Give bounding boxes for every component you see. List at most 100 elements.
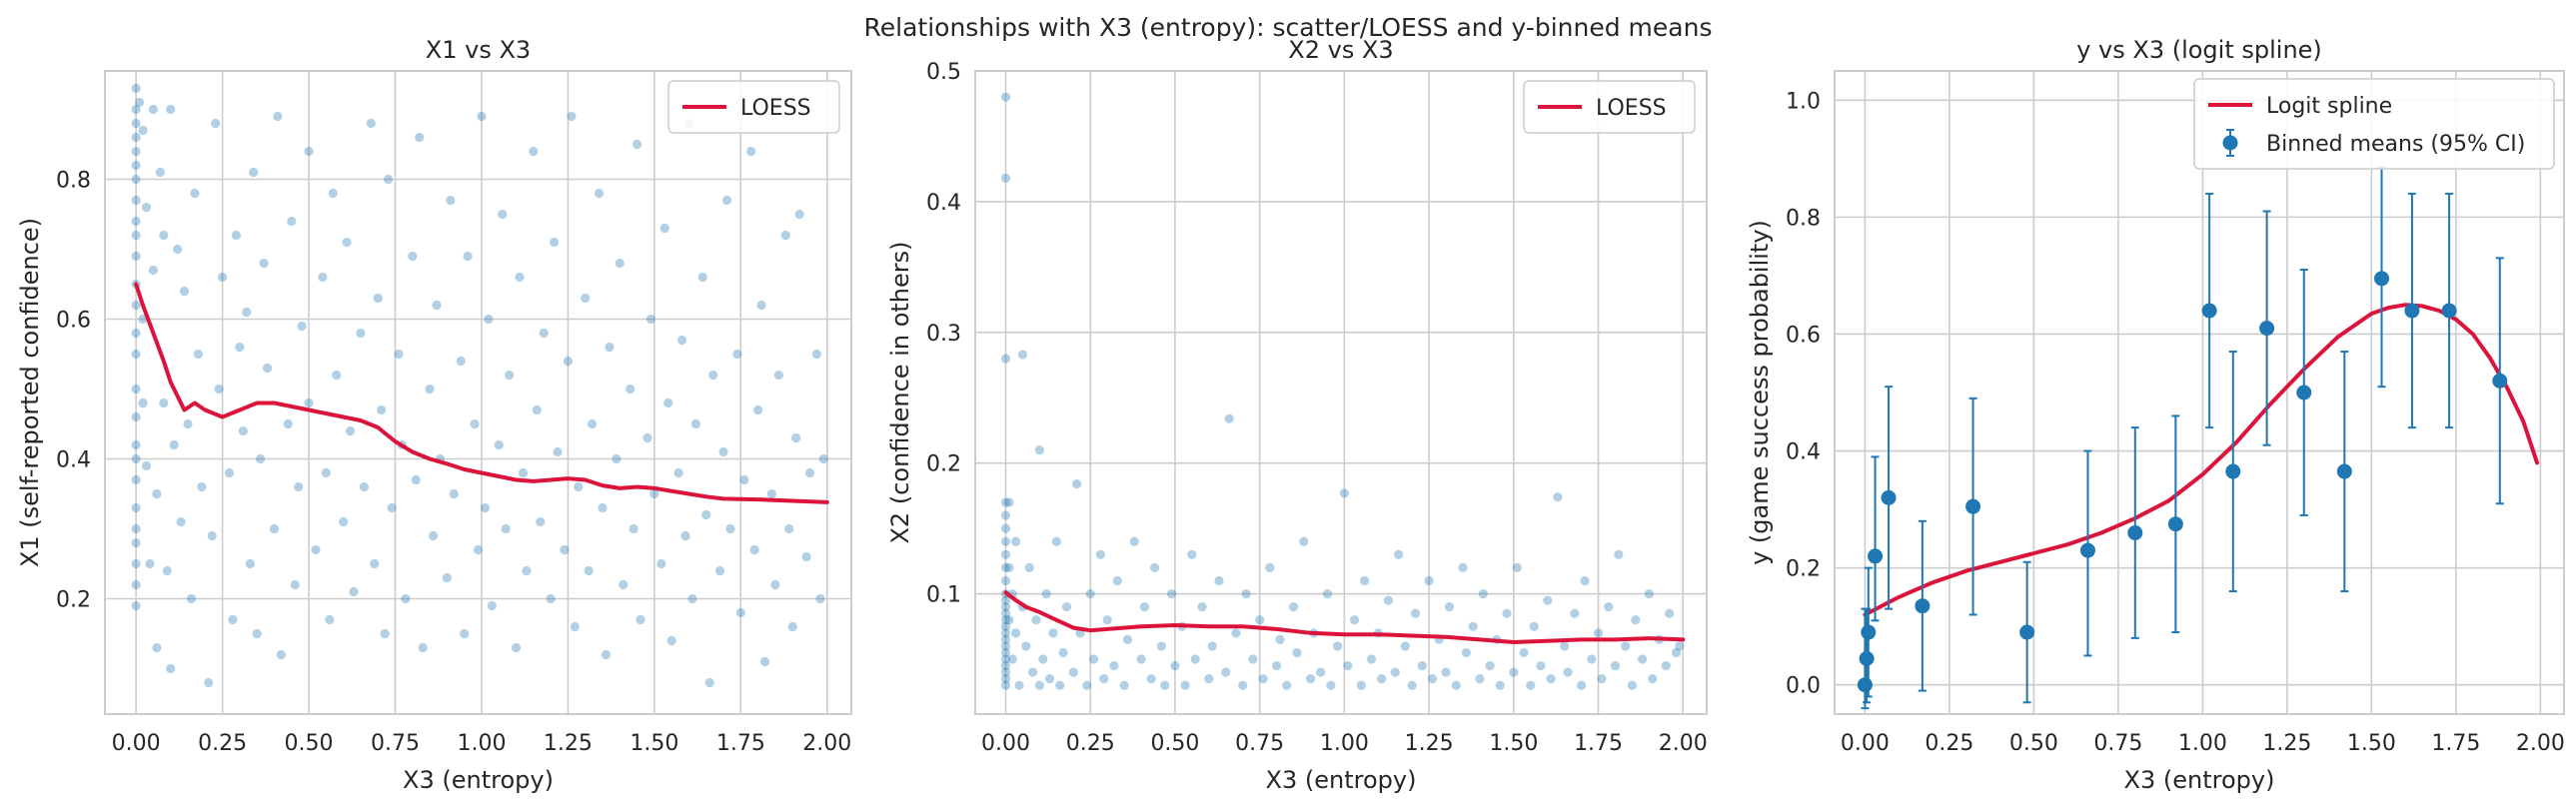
scatter-point <box>1204 674 1214 684</box>
scatter-point <box>411 474 421 485</box>
scatter-point <box>594 188 605 199</box>
scatter-point <box>131 300 141 311</box>
scatter-point <box>1546 674 1556 684</box>
y-tick-label: 0.8 <box>1786 206 1821 231</box>
y-tick-label: 0.4 <box>926 191 961 216</box>
scatter-point <box>245 558 255 569</box>
scatter-point <box>131 600 141 611</box>
logit-spline-line <box>1863 303 2539 617</box>
scatter-point <box>511 642 522 653</box>
scatter-point <box>505 370 515 381</box>
scatter-point <box>1400 641 1410 651</box>
scatter-point <box>1122 634 1133 644</box>
scatter-point <box>567 111 577 122</box>
scatter-point <box>1597 674 1607 684</box>
scatter-point <box>1288 602 1299 612</box>
scatter-point <box>1000 562 1011 572</box>
scatter-point <box>387 502 397 513</box>
scatter-point <box>1231 628 1241 638</box>
scatter-point <box>1146 674 1156 684</box>
scatter-point <box>663 398 673 408</box>
scatter-point <box>373 293 383 304</box>
scatter-point <box>1170 660 1180 671</box>
scatter-point <box>1221 667 1231 677</box>
panel-title: X1 vs X3 <box>426 36 531 64</box>
scatter-point <box>515 272 525 283</box>
scatter-point <box>273 111 283 122</box>
scatter-point <box>456 356 466 367</box>
scatter-point <box>1519 647 1529 658</box>
panel-x1-vs-x3: 0.00 0.25 0.50 0.75 1.00 1.25 1.50 1.75 2.00 0.2 0… <box>16 36 852 794</box>
binned-mean-point <box>2336 463 2352 479</box>
scatter-point <box>415 132 425 143</box>
scatter-point <box>1082 680 1092 690</box>
legend-box <box>1523 80 1696 134</box>
scatter-point <box>304 398 314 408</box>
scatter-point <box>366 118 376 129</box>
scatter-point <box>1000 575 1011 586</box>
x-tick-label: 2.00 <box>2516 731 2565 756</box>
scatter-point <box>359 481 369 492</box>
scatter-point <box>759 656 770 667</box>
scatter-point <box>1577 680 1587 690</box>
axes-frame <box>104 70 852 715</box>
scatter-point <box>494 439 504 450</box>
scatter-point <box>217 272 228 283</box>
scatter-point <box>1461 647 1471 658</box>
scatter-point <box>1007 654 1017 664</box>
scatter-point <box>766 488 777 499</box>
scatter-point <box>1000 628 1011 638</box>
scatter-point <box>432 300 442 311</box>
scatter-point <box>342 237 352 248</box>
x-tick-label: 2.00 <box>802 731 851 756</box>
scatter-point <box>749 544 759 555</box>
scatter-point <box>325 614 335 625</box>
scatter-point <box>1000 595 1011 605</box>
scatter-point <box>1014 680 1024 690</box>
scatter-point <box>1004 497 1014 507</box>
scatter-point <box>1119 680 1129 690</box>
scatter-point <box>529 146 539 157</box>
scatter-point <box>1000 173 1011 183</box>
scatter-point <box>1322 588 1333 599</box>
scatter-point <box>1034 444 1044 455</box>
scatter-point <box>1000 647 1011 658</box>
y-tick-label: 0.6 <box>1786 323 1821 348</box>
scatter-point <box>1000 674 1011 684</box>
scatter-point <box>1129 536 1139 546</box>
scatter-point <box>131 558 141 569</box>
binned-mean-point <box>2127 525 2143 541</box>
scatter-point <box>1068 667 1078 677</box>
binned-mean-point <box>1915 598 1931 614</box>
legend-loess-label: LOESS <box>1596 96 1667 121</box>
scatter-point <box>487 600 497 611</box>
scatter-point <box>1160 680 1170 690</box>
scatter-point <box>1305 674 1316 684</box>
x-tick-label: 0.75 <box>371 731 420 756</box>
scatter-point <box>553 446 563 457</box>
scatter-point <box>1031 615 1041 625</box>
plot-area <box>1857 166 2539 710</box>
scatter-point <box>619 579 629 590</box>
scatter-point <box>659 223 669 234</box>
x-tick-label: 1.00 <box>457 731 506 756</box>
scatter-point <box>290 579 300 590</box>
scatter-point <box>612 453 622 464</box>
scatter-point <box>408 251 418 262</box>
scatter-point <box>1156 641 1166 651</box>
y-axis-label: X1 (self-reported confidence) <box>16 218 44 567</box>
x-tick-label: 0.00 <box>112 731 161 756</box>
scatter-point <box>690 418 700 429</box>
scatter-point <box>787 621 797 632</box>
scatter-point <box>1000 536 1011 546</box>
y-axis-label: y (game success probability) <box>1746 220 1774 565</box>
scatter-point <box>131 195 141 206</box>
scatter-point <box>601 649 612 660</box>
scatter-point <box>224 467 235 478</box>
scatter-point <box>259 258 269 269</box>
scatter-point <box>708 370 718 381</box>
scatter-point <box>732 349 742 360</box>
scatter-point <box>1580 575 1590 586</box>
scatter-point <box>138 398 148 408</box>
scatter-point <box>1000 615 1011 625</box>
